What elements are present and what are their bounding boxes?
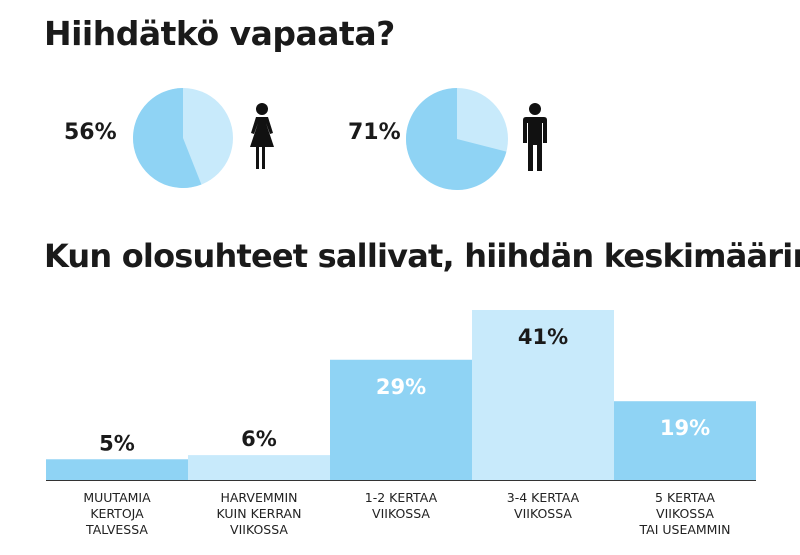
category-label-line: VIIKOSSA: [656, 506, 714, 521]
category-label-line: MUUTAMIA: [83, 490, 151, 505]
female-pie: [133, 88, 233, 188]
male-icon: [523, 103, 547, 171]
category-label-line: 1-2 KERTAA: [364, 490, 438, 505]
category-label-line: 3-4 KERTAA: [506, 490, 580, 505]
category-label-line: TALVESSA: [86, 522, 148, 537]
male-pie: [406, 88, 508, 190]
category-label-line: 5 KERTAA: [655, 490, 715, 505]
section-title-frequency: Kun olosuhteet sallivat, hiihdän keskimä…: [44, 237, 800, 275]
category-label-4: 3-4 KERTAA VIIKOSSA: [478, 490, 608, 522]
bar-1: [46, 459, 188, 480]
bar-value-label-4: 41%: [518, 325, 568, 349]
bar-value-label-3: 29%: [376, 375, 426, 399]
category-label-3: 1-2 KERTAA VIIKOSSA: [336, 490, 466, 522]
category-label-line: VIIKOSSA: [372, 506, 430, 521]
pie-slice-yes: [406, 88, 507, 190]
bar-2: [188, 455, 330, 480]
category-label-line: VIIKOSSA: [514, 506, 572, 521]
male-percentage: 71%: [348, 120, 401, 145]
section-title-skiing-free: Hiihdätkö vapaata?: [44, 14, 395, 53]
female-icon: [250, 103, 274, 169]
category-label-line: HARVEMMIN: [220, 490, 298, 505]
category-label-line: KERTOJA: [90, 506, 144, 521]
category-label-line: VIIKOSSA: [230, 522, 288, 537]
female-percentage: 56%: [64, 120, 117, 145]
bar-value-label-5: 19%: [660, 416, 710, 440]
bar-5: [614, 401, 756, 480]
bar-value-label-2: 6%: [241, 427, 277, 451]
category-label-line: KUIN KERRAN: [216, 506, 302, 521]
category-label-5: 5 KERTAA VIIKOSSA TAI USEAMMIN: [620, 490, 750, 538]
category-label-line: TAI USEAMMIN: [639, 522, 731, 537]
bar-value-label-1: 5%: [99, 431, 135, 455]
bar-3: [330, 359, 472, 480]
pie-slice-yes: [133, 88, 202, 188]
category-label-1: MUUTAMIA KERTOJA TALVESSA: [52, 490, 182, 538]
category-label-2: HARVEMMIN KUIN KERRAN VIIKOSSA: [194, 490, 324, 538]
bar-4: [472, 310, 614, 480]
